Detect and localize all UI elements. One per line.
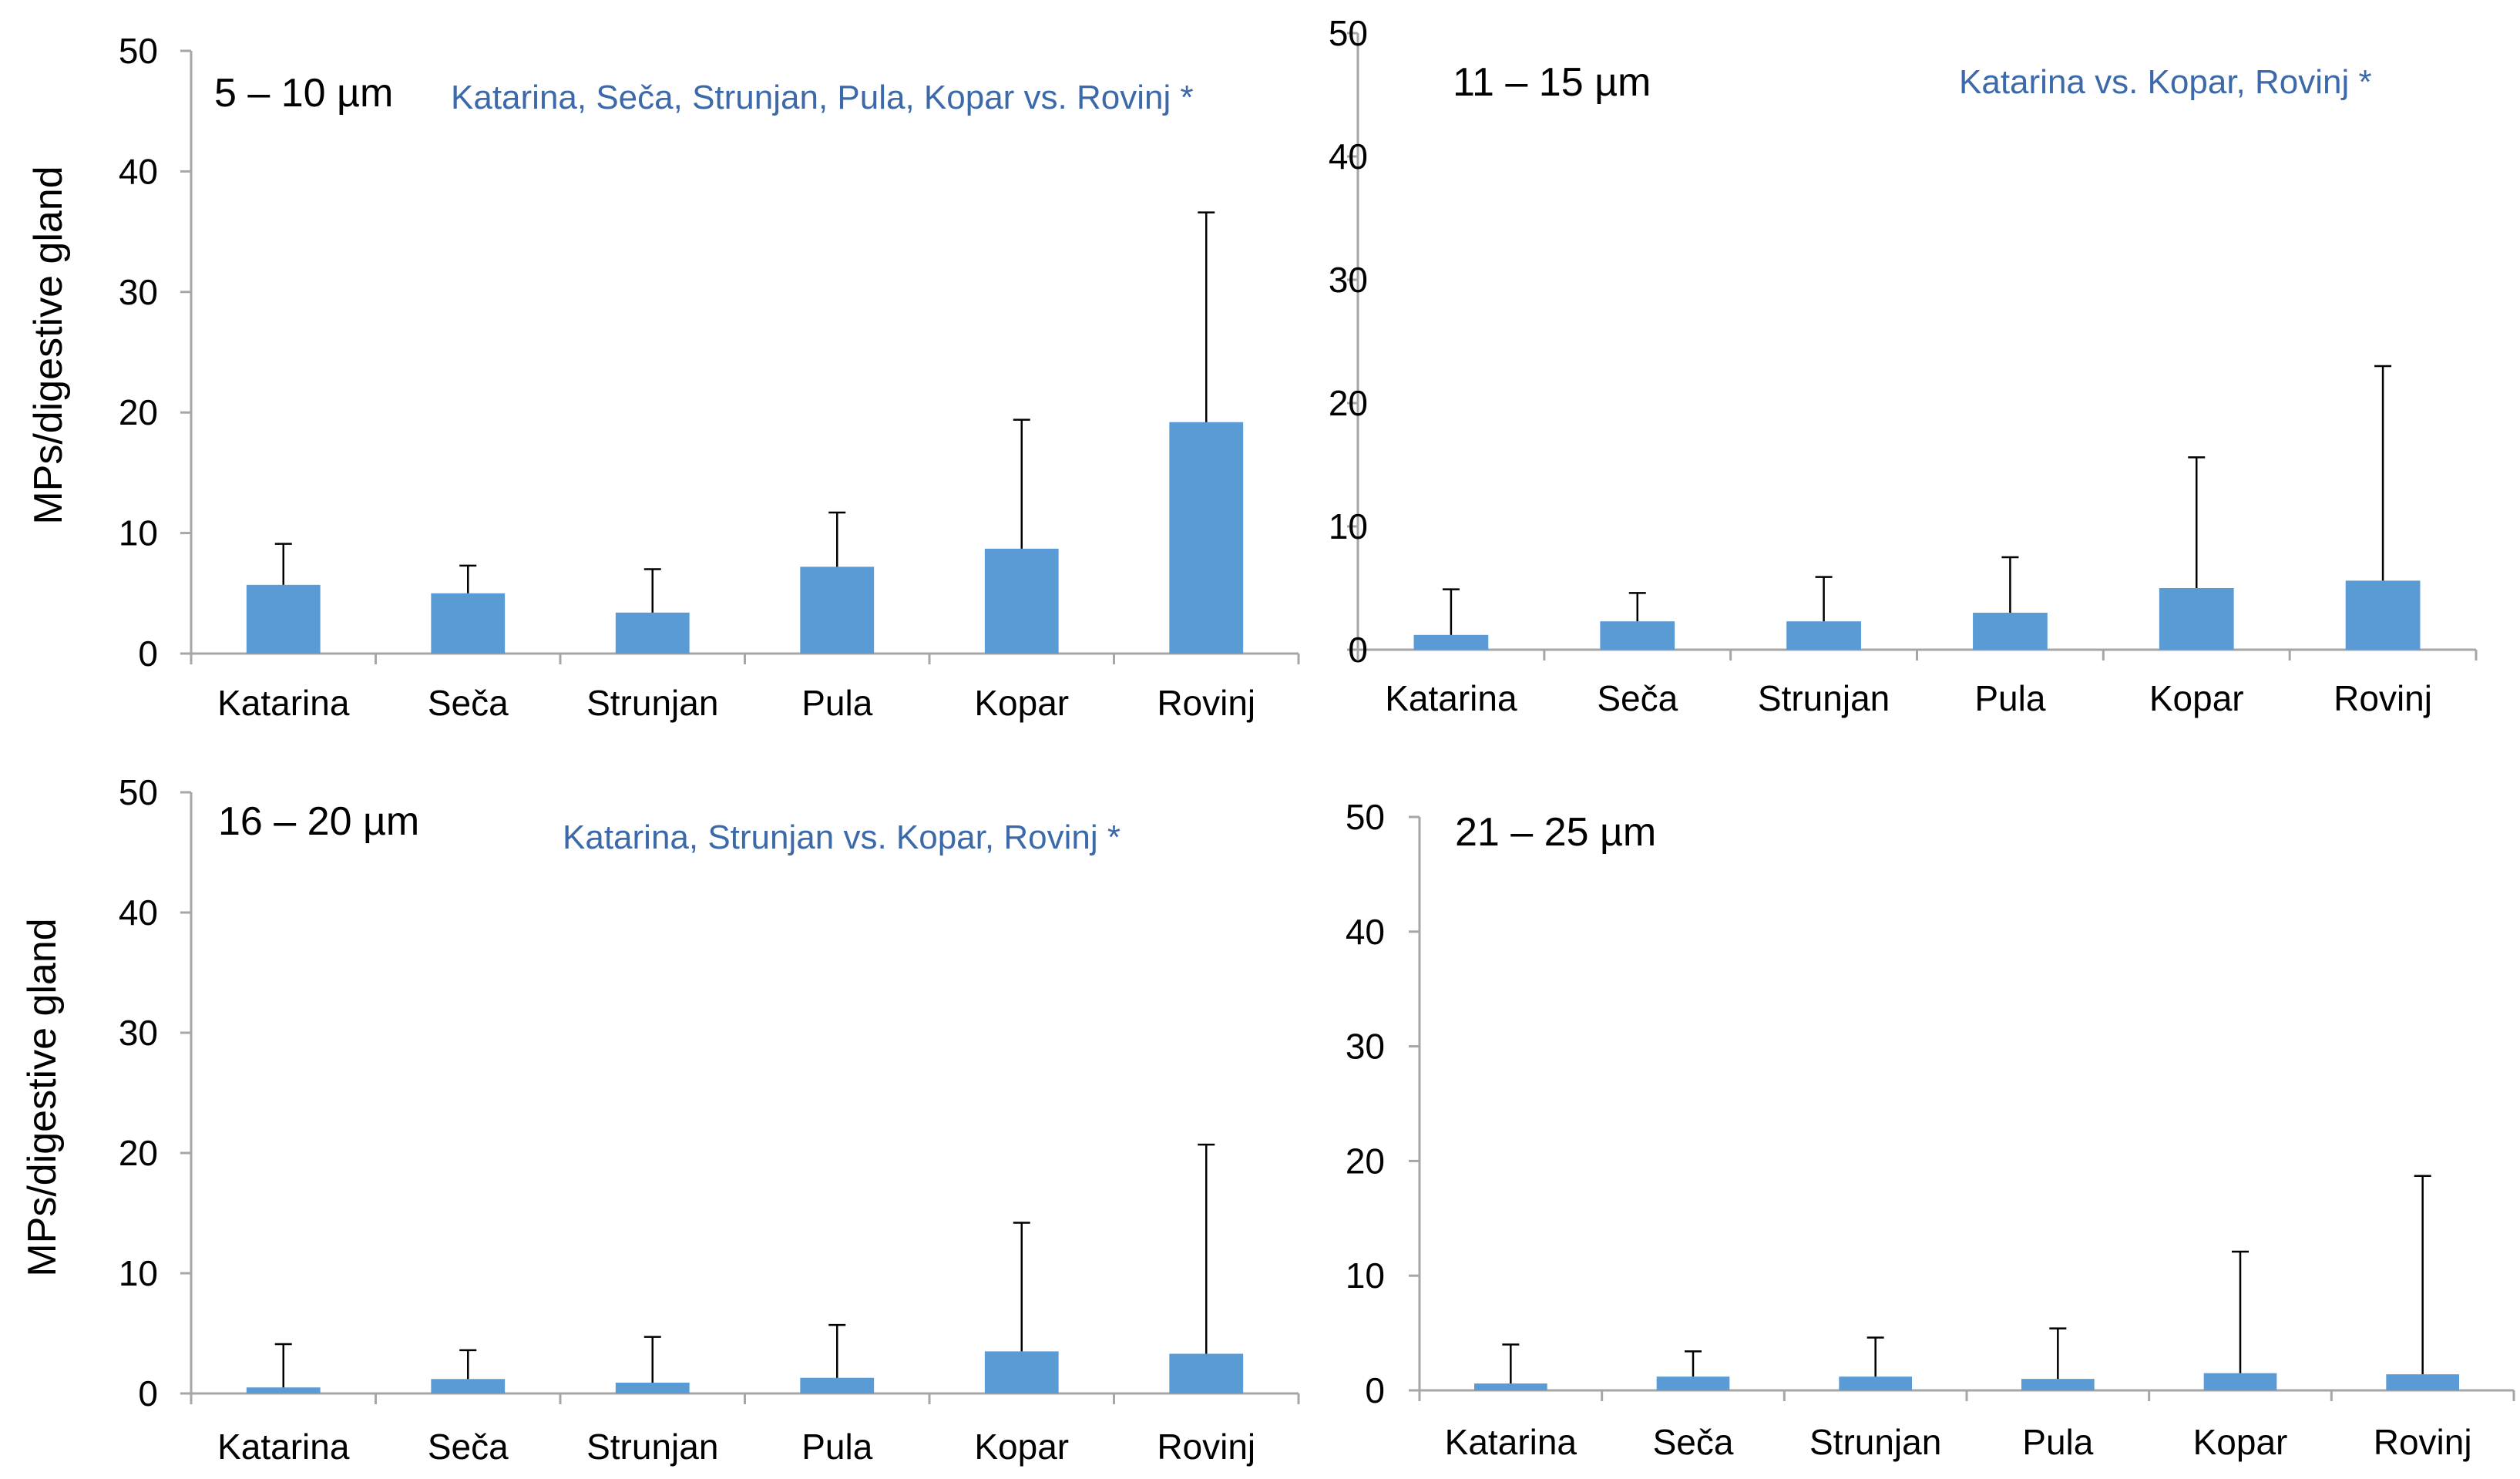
bar-strunjan: [615, 612, 690, 654]
bar-kopar: [2159, 588, 2234, 650]
bar-pula: [800, 566, 875, 654]
y-tick-label: 30: [1329, 260, 1368, 300]
panel-21-25um: 21 – 25 µm 0 10 20 30 40 50 Katarina Seča Strunj…: [1346, 797, 2515, 1462]
y-tick-label: 40: [119, 892, 158, 933]
category-label: Seča: [428, 1427, 509, 1467]
panel-11-15um: 11 – 15 µm Katarina vs. Kopar, Rovinj * …: [1329, 13, 2478, 718]
category-label: Katarina: [217, 1427, 350, 1467]
y-tick-label: 40: [1346, 912, 1385, 952]
category-label: Seča: [428, 683, 509, 723]
category-label: Katarina: [1445, 1422, 1578, 1462]
y-axis-label: MPs/digestive gland: [20, 918, 65, 1276]
bar-rovinj: [2386, 1374, 2459, 1390]
y-tick-label: 10: [119, 513, 158, 553]
bar-se-a: [1656, 1376, 1730, 1390]
bar-kopar: [984, 548, 1059, 654]
bar-katarina: [1413, 634, 1489, 650]
bar-kopar: [2203, 1373, 2277, 1390]
significance-note: Katarina, Sečа, Strunjan, Pula, Kopar vs…: [451, 79, 1194, 116]
category-label: Kopar: [974, 683, 1069, 723]
panel-5-10um: MPs/digestive gland 5 – 10 µm Katarina, …: [26, 31, 1300, 723]
panel-title: 11 – 15 µm: [1453, 60, 1651, 105]
category-label: Rovinj: [2374, 1422, 2472, 1462]
category-label: Seča: [1597, 678, 1678, 718]
y-tick-label: 10: [1329, 506, 1368, 546]
category-label: Rovinj: [1157, 1427, 1255, 1467]
bar-se-a: [431, 1379, 506, 1393]
y-tick-label: 10: [119, 1253, 158, 1293]
y-tick-label: 40: [1329, 136, 1368, 176]
y-tick-label: 0: [138, 1373, 158, 1413]
category-label: Pula: [801, 683, 872, 723]
y-axis-label: MPs/digestive gland: [26, 166, 71, 524]
category-label: Kopar: [2193, 1422, 2288, 1462]
y-tick-label: 30: [1346, 1027, 1385, 1067]
bar-strunjan: [1839, 1376, 1912, 1390]
y-tick-label: 20: [1346, 1141, 1385, 1181]
y-tick-label: 30: [119, 272, 158, 312]
significance-note: Katarina, Strunjan vs. Kopar, Rovinj *: [563, 818, 1121, 856]
y-tick-label: 50: [1329, 13, 1368, 53]
bar-se-a: [1600, 621, 1675, 650]
bar-pula: [1973, 613, 2048, 650]
y-tick-label: 0: [138, 634, 158, 674]
y-tick-label: 50: [119, 31, 158, 71]
category-label: Strunjan: [586, 1427, 718, 1467]
panel-16-20um: MPs/digestive gland 16 – 20 µm Katarina,…: [20, 772, 1300, 1467]
y-tick-label: 50: [119, 772, 158, 812]
panel-title: 16 – 20 µm: [218, 799, 419, 844]
bar-rovinj: [1169, 1353, 1244, 1393]
y-tick-label: 30: [119, 1013, 158, 1053]
category-label: Rovinj: [2334, 678, 2432, 718]
category-label: Kopar: [974, 1427, 1069, 1467]
category-label: Strunjan: [1809, 1422, 1941, 1462]
category-label: Pula: [2022, 1422, 2093, 1462]
y-tick-label: 40: [119, 151, 158, 191]
panel-title: 5 – 10 µm: [214, 71, 393, 116]
y-tick-label: 20: [119, 392, 158, 432]
panel-title: 21 – 25 µm: [1455, 810, 1656, 855]
category-label: Rovinj: [1157, 683, 1255, 723]
y-tick-label: 10: [1346, 1255, 1385, 1296]
y-tick-label: 20: [1329, 383, 1368, 423]
bar-katarina: [1474, 1383, 1547, 1390]
category-label: Katarina: [217, 683, 350, 723]
y-tick-label: 50: [1346, 797, 1385, 837]
category-label: Pula: [1974, 678, 2045, 718]
y-tick-label: 20: [119, 1133, 158, 1173]
bar-katarina: [246, 1387, 321, 1393]
bar-rovinj: [2345, 580, 2421, 650]
category-label: Strunjan: [586, 683, 718, 723]
bar-katarina: [246, 584, 321, 654]
bar-pula: [2021, 1379, 2095, 1390]
category-label: Pula: [801, 1427, 872, 1467]
bar-strunjan: [1786, 621, 1861, 650]
bar-kopar: [984, 1351, 1059, 1393]
bar-se-a: [431, 593, 506, 654]
category-label: Kopar: [2149, 678, 2244, 718]
category-label: Katarina: [1385, 678, 1517, 718]
bar-rovinj: [1169, 422, 1244, 654]
bar-pula: [800, 1377, 875, 1393]
bar-strunjan: [615, 1382, 690, 1393]
category-label: Seča: [1653, 1422, 1734, 1462]
significance-note: Katarina vs. Kopar, Rovinj *: [1959, 63, 2372, 101]
category-label: Strunjan: [1758, 678, 1890, 718]
y-tick-label: 0: [1365, 1370, 1385, 1410]
